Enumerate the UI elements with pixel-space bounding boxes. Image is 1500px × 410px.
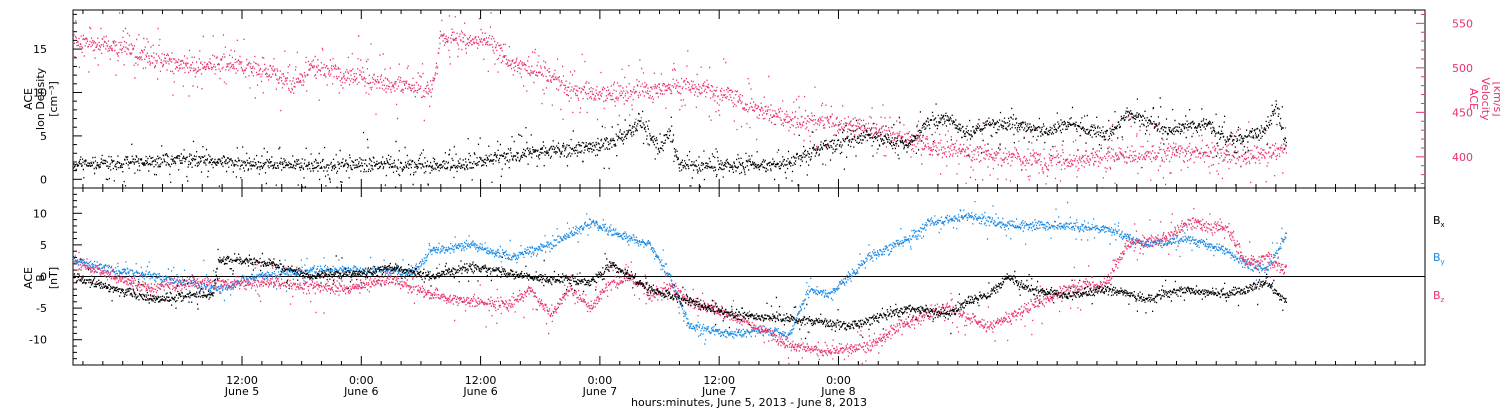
bfield-plot [73, 201, 1287, 365]
bfield-axis-label-1: ACE [22, 267, 35, 289]
bz-series [73, 208, 1287, 365]
bfield-tick-label: 5 [40, 239, 47, 252]
x-tick-time-label: 12:00 [226, 374, 258, 387]
legend-bz-main: B [1433, 289, 1441, 302]
velocity-tick-label: 450 [1452, 106, 1473, 119]
velocity-tick-label: 550 [1452, 17, 1473, 30]
legend-by-main: B [1433, 251, 1441, 264]
legend-bx: Bx [1433, 214, 1445, 229]
density-velocity-plot [73, 9, 1287, 189]
density-tick-label: 0 [40, 173, 47, 186]
x-tick-date-label: June 6 [343, 385, 378, 398]
density-y-ticks: 0 5 10 15 [33, 13, 82, 186]
density-axis-label-2: Ion Density [34, 67, 47, 130]
bfield-tick-label: -10 [29, 334, 47, 347]
x-tick-date-label: June 8 [820, 385, 855, 398]
x-tick-date-label: June 5 [224, 385, 259, 398]
legend-bx-sub: x [1441, 221, 1445, 229]
x-axis-title: hours:minutes, June 5, 2013 - June 8, 20… [631, 396, 867, 409]
density-series [73, 97, 1287, 188]
bx-series [73, 248, 1287, 340]
bfield-y-ticks: -10 -5 0 5 10 [29, 193, 82, 360]
velocity-tick-label: 400 [1452, 151, 1473, 164]
bfield-tick-label: 10 [33, 207, 47, 220]
density-axis-label-1: ACE [22, 88, 35, 110]
bfield-axis-label-3: [nT] [47, 267, 60, 289]
x-tick-time-label: 12:00 [703, 374, 735, 387]
x-tick-time-label: 0:00 [826, 374, 851, 387]
legend-bx-main: B [1433, 214, 1441, 227]
velocity-y-ticks: 400 450 500 550 [1416, 13, 1473, 185]
velocity-axis-label-1: ACE [1467, 88, 1480, 110]
velocity-series [73, 9, 1287, 189]
legend-bz-sub: z [1441, 296, 1445, 304]
density-tick-label: 10 [33, 86, 47, 99]
x-tick-time-label: 0:00 [349, 374, 374, 387]
x-tick-time-label: 0:00 [588, 374, 613, 387]
legend-by-sub: y [1441, 258, 1445, 266]
x-tick-date-label: June 7 [582, 385, 617, 398]
velocity-axis-label-3: [km/s] [1491, 81, 1500, 116]
density-tick-label: 5 [40, 130, 47, 143]
magnetic-field-panel: -10 -5 0 5 10 ACE B [nT] Bx By Bz [22, 187, 1445, 366]
x-tick-date-label: June 6 [462, 385, 497, 398]
bfield-tick-label: -5 [36, 302, 47, 315]
velocity-tick-label: 500 [1452, 62, 1473, 75]
by-series [73, 201, 1287, 345]
legend-bz: Bz [1433, 289, 1445, 304]
density-velocity-panel: 0 5 10 15 400 450 500 550 ACE Ion Density [cm⁻… [22, 9, 1500, 189]
velocity-axis-label-2: Velocity [1479, 77, 1492, 121]
density-axis-label-3: [cm⁻³] [47, 81, 60, 117]
bfield-axis-label-2: B [34, 274, 47, 282]
bfield-tick-label: 0 [40, 271, 47, 284]
x-tick-time-label: 12:00 [465, 374, 497, 387]
density-tick-label: 15 [33, 43, 47, 56]
legend-by: By [1433, 251, 1445, 266]
x-tick-date-label: June 7 [701, 385, 736, 398]
